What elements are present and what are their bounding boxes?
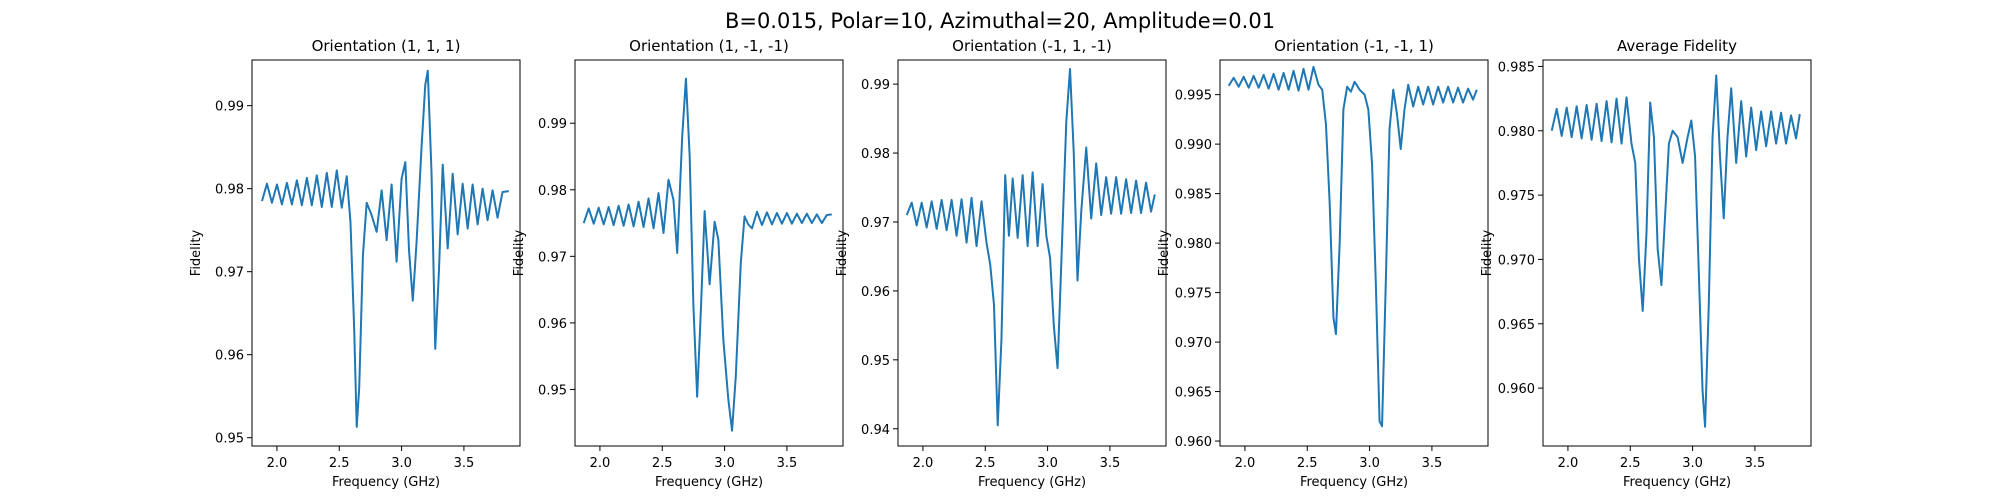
y-axis-label: Fidelity — [1480, 229, 1495, 276]
y-tick-label: 0.96 — [215, 349, 244, 364]
y-axis-label: Fidelity — [835, 229, 850, 276]
y-tick-label: 0.995 — [1175, 89, 1212, 104]
y-tick-label: 0.960 — [1175, 435, 1212, 450]
y-axis-label: Fidelity — [189, 229, 204, 276]
y-tick-label: 0.98 — [538, 184, 567, 199]
x-tick-label: 3.0 — [1037, 456, 1058, 471]
y-tick-label: 0.95 — [538, 383, 567, 398]
x-tick-label: 3.5 — [1100, 456, 1121, 471]
y-tick-label: 0.96 — [861, 285, 890, 300]
y-tick-label: 0.96 — [538, 317, 567, 332]
subplot-title: Orientation (-1, -1, 1) — [1274, 37, 1434, 55]
y-tick-label: 0.985 — [1498, 60, 1535, 75]
y-tick-label: 0.97 — [538, 250, 567, 265]
x-tick-label: 3.0 — [391, 456, 412, 471]
y-tick-label: 0.965 — [1175, 386, 1212, 401]
x-tick-label: 3.5 — [454, 456, 475, 471]
x-tick-label: 2.0 — [1558, 456, 1579, 471]
figure-suptitle: B=0.015, Polar=10, Azimuthal=20, Amplitu… — [725, 9, 1275, 33]
y-tick-label: 0.980 — [1498, 125, 1535, 140]
y-tick-label: 0.99 — [538, 117, 567, 132]
subplot-title: Average Fidelity — [1617, 37, 1737, 55]
x-axis-label: Frequency (GHz) — [978, 475, 1086, 490]
y-tick-label: 0.980 — [1175, 237, 1212, 252]
x-tick-label: 3.0 — [714, 456, 735, 471]
y-tick-label: 0.97 — [215, 266, 244, 281]
x-tick-label: 3.5 — [1422, 456, 1443, 471]
x-axis-label: Frequency (GHz) — [332, 475, 440, 490]
x-tick-label: 2.5 — [329, 456, 350, 471]
x-tick-label: 2.0 — [590, 456, 611, 471]
y-tick-label: 0.98 — [861, 147, 890, 162]
y-tick-label: 0.975 — [1498, 189, 1535, 204]
y-tick-label: 0.99 — [215, 100, 244, 115]
x-axis-label: Frequency (GHz) — [655, 475, 763, 490]
x-tick-label: 2.0 — [267, 456, 288, 471]
y-tick-label: 0.95 — [861, 354, 890, 369]
y-tick-label: 0.960 — [1498, 382, 1535, 397]
x-axis-label: Frequency (GHz) — [1623, 475, 1731, 490]
x-tick-label: 2.5 — [1297, 456, 1318, 471]
x-tick-label: 3.0 — [1359, 456, 1380, 471]
subplot-title: Orientation (-1, 1, -1) — [952, 37, 1112, 55]
y-axis-label: Fidelity — [1157, 229, 1172, 276]
x-tick-label: 3.5 — [777, 456, 798, 471]
x-tick-label: 2.5 — [652, 456, 673, 471]
y-tick-label: 0.975 — [1175, 287, 1212, 302]
y-tick-label: 0.95 — [215, 432, 244, 447]
x-tick-label: 3.0 — [1682, 456, 1703, 471]
y-tick-label: 0.965 — [1498, 318, 1535, 333]
y-tick-label: 0.970 — [1498, 253, 1535, 268]
x-tick-label: 2.5 — [1620, 456, 1641, 471]
x-tick-label: 3.5 — [1745, 456, 1766, 471]
y-tick-label: 0.970 — [1175, 336, 1212, 351]
y-tick-label: 0.99 — [861, 78, 890, 93]
y-tick-label: 0.985 — [1175, 188, 1212, 203]
x-tick-label: 2.0 — [1235, 456, 1256, 471]
y-tick-label: 0.94 — [861, 423, 890, 438]
y-tick-label: 0.98 — [215, 183, 244, 198]
subplot-title: Orientation (1, -1, -1) — [629, 37, 789, 55]
x-tick-label: 2.0 — [913, 456, 934, 471]
y-tick-label: 0.97 — [861, 216, 890, 231]
subplot-title: Orientation (1, 1, 1) — [312, 37, 461, 55]
y-axis-label: Fidelity — [512, 229, 527, 276]
y-tick-label: 0.990 — [1175, 138, 1212, 153]
x-tick-label: 2.5 — [975, 456, 996, 471]
x-axis-label: Frequency (GHz) — [1300, 475, 1408, 490]
